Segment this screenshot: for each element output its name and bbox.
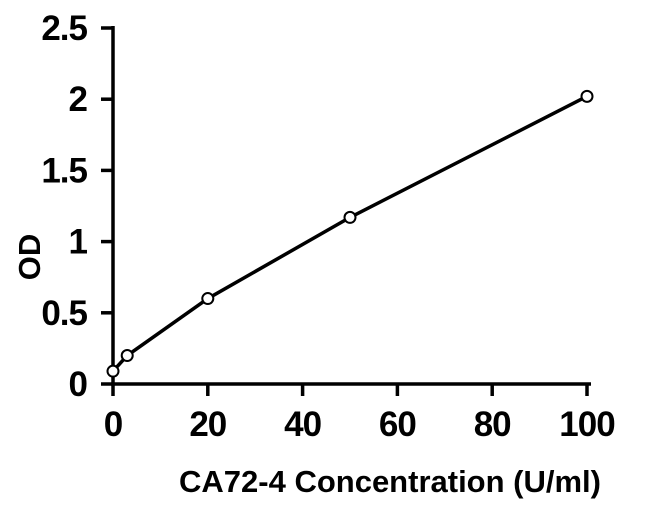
x-tick-label: 0 [104,405,123,444]
x-tick-label: 20 [189,405,226,444]
y-tick-label: 1 [69,223,88,262]
axes [111,26,591,386]
y-axis-ticks: 0 0.5 1 1.5 2 2.5 [41,9,113,404]
y-axis-title: OD [12,233,47,281]
y-tick-label: 0.5 [41,294,87,333]
x-tick-label: 40 [284,405,321,444]
data-series-line [111,94,589,373]
x-axis-ticks: 0 20 40 60 80 100 [104,384,616,444]
x-axis-title: CA72-4 Concentration (U/ml) [179,464,601,499]
data-point-markers [106,89,594,378]
y-tick-label: 2 [69,80,88,119]
data-point-marker [106,364,120,378]
x-tick-label: 60 [379,405,416,444]
data-point-marker [343,210,357,224]
data-point-marker [201,292,215,306]
data-point-marker [580,89,594,103]
y-tick-label: 0 [69,365,88,404]
y-tick-label: 1.5 [41,151,87,190]
x-tick-label: 80 [474,405,511,444]
y-tick-label: 2.5 [41,9,87,48]
data-point-marker [120,349,134,363]
x-tick-label: 100 [559,405,615,444]
